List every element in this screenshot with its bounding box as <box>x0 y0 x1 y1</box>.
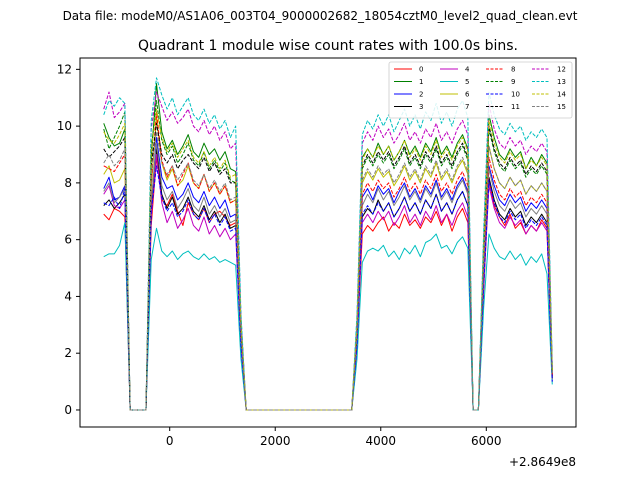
legend-label-8: 8 <box>511 66 515 74</box>
legend-label-0: 0 <box>419 66 423 74</box>
legend-label-12: 12 <box>557 66 566 74</box>
plot-frame <box>79 57 577 428</box>
legend-label-14: 14 <box>557 91 566 99</box>
x-tick-label: 6000 <box>471 434 502 448</box>
series-line-11 <box>103 122 553 411</box>
y-tick-label: 6 <box>64 233 72 247</box>
legend-label-10: 10 <box>511 91 520 99</box>
y-tick-label: 4 <box>64 289 72 303</box>
y-tick-label: 2 <box>64 346 72 360</box>
legend-label-7: 7 <box>465 103 469 111</box>
legend-label-6: 6 <box>465 91 470 99</box>
y-tick-label: 8 <box>64 176 72 190</box>
x-axis: 0 2000 4000 6000 <box>166 427 502 448</box>
x-tick-label: 0 <box>166 434 174 448</box>
legend-label-13: 13 <box>557 78 566 86</box>
x-tick-label: 2000 <box>260 434 291 448</box>
chart-title: Quadrant 1 module wise count rates with … <box>138 38 518 54</box>
y-tick-label: 12 <box>57 62 72 76</box>
legend-label-9: 9 <box>511 78 515 86</box>
y-tick-label: 10 <box>57 119 72 133</box>
x-tick-label: 4000 <box>365 434 396 448</box>
legend-label-3: 3 <box>419 103 423 111</box>
legend-label-5: 5 <box>465 78 469 86</box>
legend-label-11: 11 <box>511 103 520 111</box>
series-line-15 <box>103 131 553 411</box>
legend-label-1: 1 <box>419 78 423 86</box>
legend-label-2: 2 <box>419 91 423 99</box>
plot-lines <box>103 77 553 411</box>
series-line-2 <box>103 136 553 411</box>
y-axis: 0 2 4 6 8 10 12 <box>57 62 80 417</box>
data-file-label: Data file: modeM0/AS1A06_003T04_90000026… <box>63 9 578 23</box>
x-axis-offset-label: +2.8649e8 <box>509 455 576 469</box>
y-tick-label: 0 <box>64 403 72 417</box>
legend-label-15: 15 <box>557 103 566 111</box>
legend-label-4: 4 <box>465 66 470 74</box>
legend-box <box>388 61 573 119</box>
